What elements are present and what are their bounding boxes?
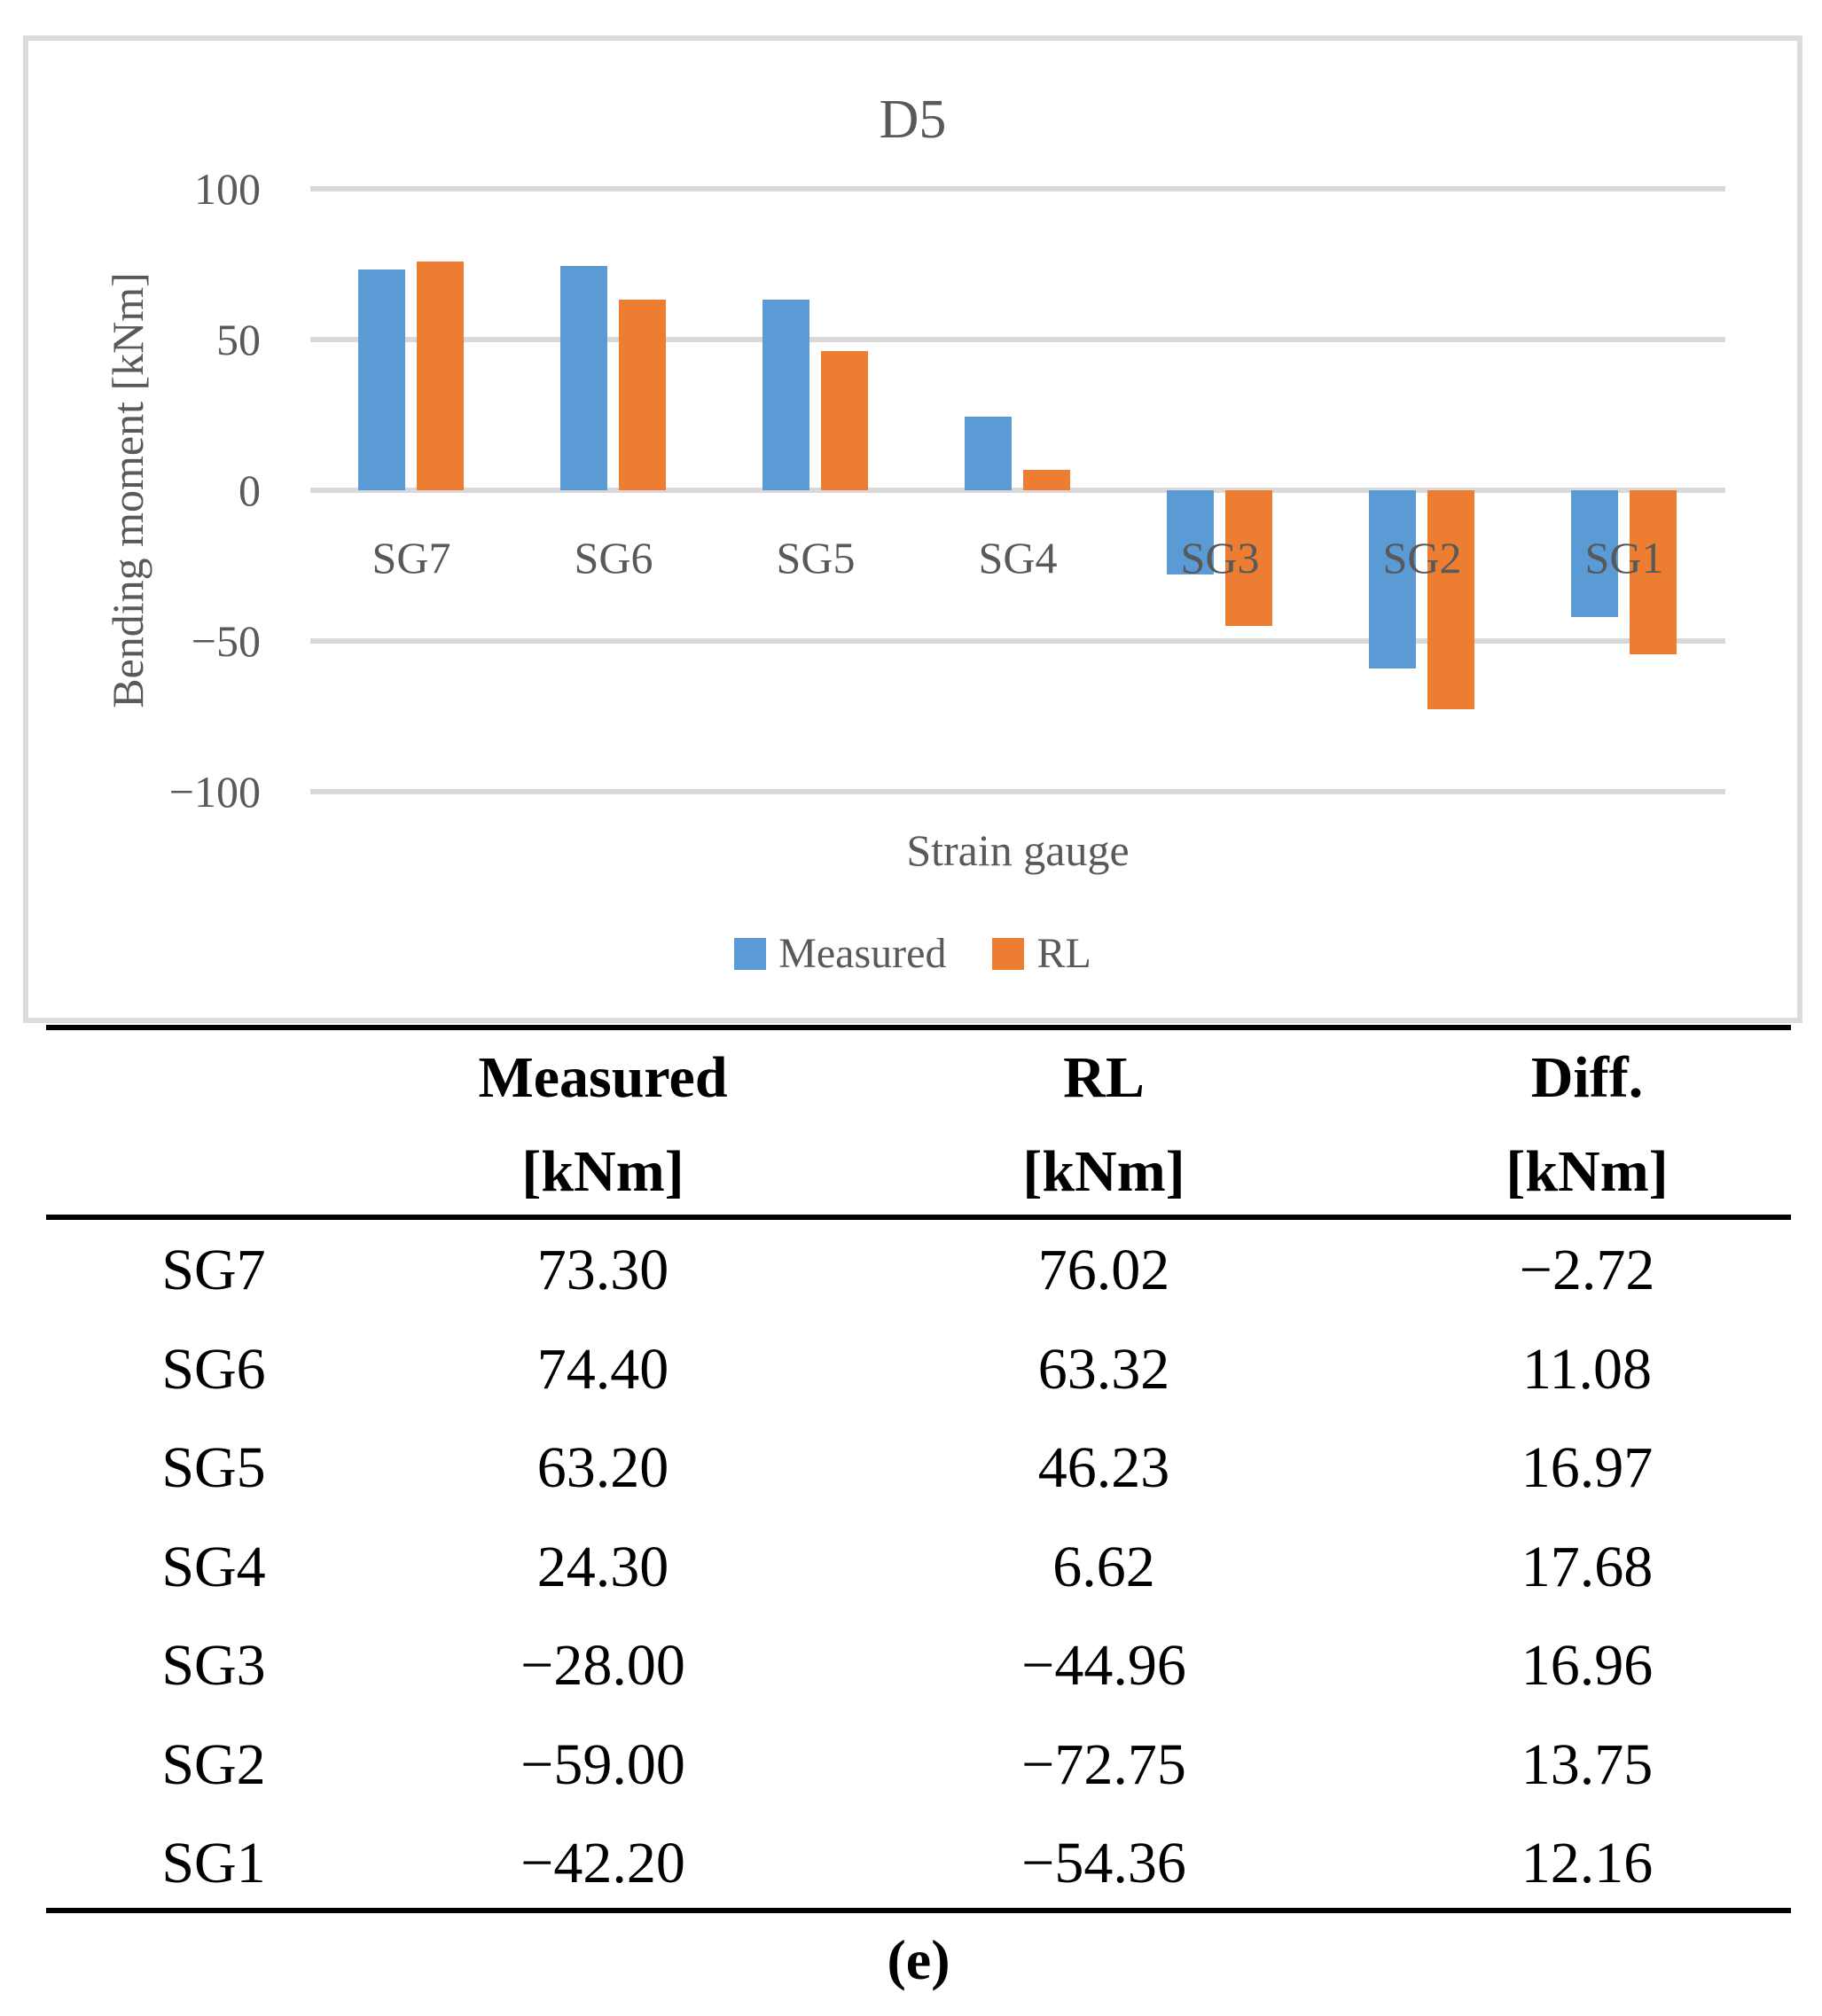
table-cell-SG6-measured: 74.40 bbox=[536, 1336, 669, 1402]
bar-measured-SG4 bbox=[965, 417, 1012, 490]
table-header-rl: RL bbox=[1063, 1045, 1145, 1110]
table-rule-top bbox=[46, 1025, 1791, 1030]
legend-item-rl: RL bbox=[992, 929, 1091, 978]
table-cell-SG1-measured: −42.20 bbox=[520, 1831, 685, 1895]
table-cell-SG6-rl: 63.32 bbox=[1037, 1336, 1170, 1402]
table-row-SG1: SG1 −42.20 −54.36 12.16 bbox=[46, 1814, 1791, 1913]
table-cell-SG3-rl: −44.96 bbox=[1021, 1633, 1186, 1698]
table-row-SG7: SG7 73.30 76.02 −2.72 bbox=[46, 1221, 1791, 1320]
bar-rl-SG1 bbox=[1630, 490, 1677, 654]
table-cell-SG2-diff: 13.75 bbox=[1521, 1731, 1654, 1797]
table-cell-SG1-rl: −54.36 bbox=[1021, 1831, 1186, 1895]
x-category-label-SG3: SG3 bbox=[1180, 533, 1260, 582]
table-header-unit-3: [kNm] bbox=[1505, 1139, 1669, 1204]
bar-measured-SG2 bbox=[1369, 490, 1416, 668]
table-cell-SG2-measured: −59.00 bbox=[520, 1731, 685, 1797]
table-rule-bottom bbox=[46, 1908, 1791, 1913]
y-tick-label-100: 100 bbox=[194, 164, 261, 214]
gridline--50 bbox=[310, 638, 1725, 644]
gridline--100 bbox=[310, 789, 1725, 794]
bar-rl-SG6 bbox=[619, 299, 666, 490]
x-category-label-SG7: SG7 bbox=[371, 533, 451, 582]
table-cell-SG7-measured: 73.30 bbox=[536, 1238, 669, 1302]
table-cell-SG5-label: SG5 bbox=[161, 1435, 266, 1500]
y-tick-label-50: 50 bbox=[216, 315, 261, 364]
table-cell-SG4-rl: 6.62 bbox=[1052, 1534, 1155, 1599]
chart-title: D5 bbox=[879, 90, 947, 150]
table-cell-SG4-label: SG4 bbox=[161, 1534, 266, 1599]
table-header-line1: Measured RL Diff. bbox=[46, 1046, 1791, 1110]
legend-label: RL bbox=[1036, 930, 1091, 977]
table-cell-SG4-measured: 24.30 bbox=[536, 1534, 669, 1599]
table-body: SG7 73.30 76.02 −2.72 SG6 74.40 63.32 11.08 SG5 6… bbox=[46, 1221, 1791, 1913]
table-cell-SG5-rl: 46.23 bbox=[1037, 1435, 1170, 1500]
bar-rl-SG7 bbox=[417, 261, 464, 490]
y-tick-label--50: −50 bbox=[191, 616, 261, 666]
legend-item-measured: Measured bbox=[734, 929, 946, 978]
table-header-measured: Measured bbox=[478, 1045, 728, 1110]
y-tick-label--100: −100 bbox=[168, 767, 261, 817]
x-category-label-SG6: SG6 bbox=[574, 533, 653, 582]
bar-rl-SG2 bbox=[1427, 490, 1474, 710]
bar-rl-SG5 bbox=[821, 350, 868, 490]
y-tick-label-0: 0 bbox=[239, 465, 261, 515]
x-category-label-SG1: SG1 bbox=[1584, 533, 1664, 582]
table-header-unit-0 bbox=[46, 1140, 381, 1204]
bar-measured-SG6 bbox=[560, 266, 607, 490]
bar-chart: D5 Bending moment [kNm] 100 50 0 −50 −100 SG7… bbox=[23, 35, 1802, 1023]
legend-label: Measured bbox=[778, 930, 947, 977]
gridline-0 bbox=[310, 488, 1725, 493]
table-cell-SG7-diff: −2.72 bbox=[1519, 1238, 1655, 1302]
table-cell-SG6-label: SG6 bbox=[161, 1336, 266, 1402]
table-row-SG5: SG5 63.20 46.23 16.97 bbox=[46, 1418, 1791, 1518]
chart-legend: Measured RL bbox=[23, 929, 1802, 978]
table-cell-SG5-diff: 16.97 bbox=[1521, 1435, 1654, 1500]
bar-measured-SG3 bbox=[1167, 490, 1214, 575]
table-header-unit-1: [kNm] bbox=[521, 1139, 684, 1204]
table-cell-SG7-label: SG7 bbox=[161, 1238, 266, 1302]
x-category-label-SG2: SG2 bbox=[1382, 533, 1462, 582]
table-row-SG4: SG4 24.30 6.62 17.68 bbox=[46, 1518, 1791, 1617]
table-row-SG3: SG3 −28.00 −44.96 16.96 bbox=[46, 1616, 1791, 1715]
figure-caption: (e) bbox=[887, 1928, 950, 1991]
bar-measured-SG7 bbox=[358, 269, 405, 490]
legend-swatch-icon bbox=[734, 937, 767, 970]
bar-measured-SG5 bbox=[762, 300, 809, 490]
x-axis-title: Strain gauge bbox=[906, 825, 1130, 875]
table-rule-middle bbox=[46, 1215, 1791, 1220]
table-cell-SG1-diff: 12.16 bbox=[1521, 1831, 1654, 1895]
table-row-SG2: SG2 −59.00 −72.75 13.75 bbox=[46, 1715, 1791, 1815]
legend-swatch-icon bbox=[992, 937, 1025, 970]
table-cell-SG3-diff: 16.96 bbox=[1521, 1633, 1654, 1698]
gridline-100 bbox=[310, 186, 1725, 191]
table-header-diff: Diff. bbox=[1530, 1045, 1644, 1110]
table-row-SG6: SG6 74.40 63.32 11.08 bbox=[46, 1320, 1791, 1419]
table-cell-SG7-rl: 76.02 bbox=[1037, 1238, 1170, 1302]
table-cell-SG3-measured: −28.00 bbox=[520, 1633, 685, 1698]
table-header-blank bbox=[46, 1046, 381, 1110]
bar-rl-SG3 bbox=[1225, 490, 1272, 626]
table-cell-SG2-label: SG2 bbox=[161, 1731, 266, 1797]
table-cell-SG1-label: SG1 bbox=[161, 1831, 266, 1895]
table-cell-SG3-label: SG3 bbox=[161, 1633, 266, 1698]
x-category-label-SG5: SG5 bbox=[776, 533, 856, 582]
table-cell-SG4-diff: 17.68 bbox=[1521, 1534, 1654, 1599]
table-header-line2: [kNm] [kNm] [kNm] bbox=[46, 1140, 1791, 1204]
table-cell-SG5-measured: 63.20 bbox=[536, 1435, 669, 1500]
table-cell-SG2-rl: −72.75 bbox=[1021, 1731, 1186, 1797]
table-header-unit-2: [kNm] bbox=[1022, 1139, 1185, 1204]
x-category-label-SG4: SG4 bbox=[978, 533, 1058, 582]
gridline-50 bbox=[310, 337, 1725, 342]
table-cell-SG6-diff: 11.08 bbox=[1521, 1336, 1653, 1402]
bar-rl-SG4 bbox=[1023, 470, 1070, 490]
bar-measured-SG1 bbox=[1571, 490, 1618, 618]
